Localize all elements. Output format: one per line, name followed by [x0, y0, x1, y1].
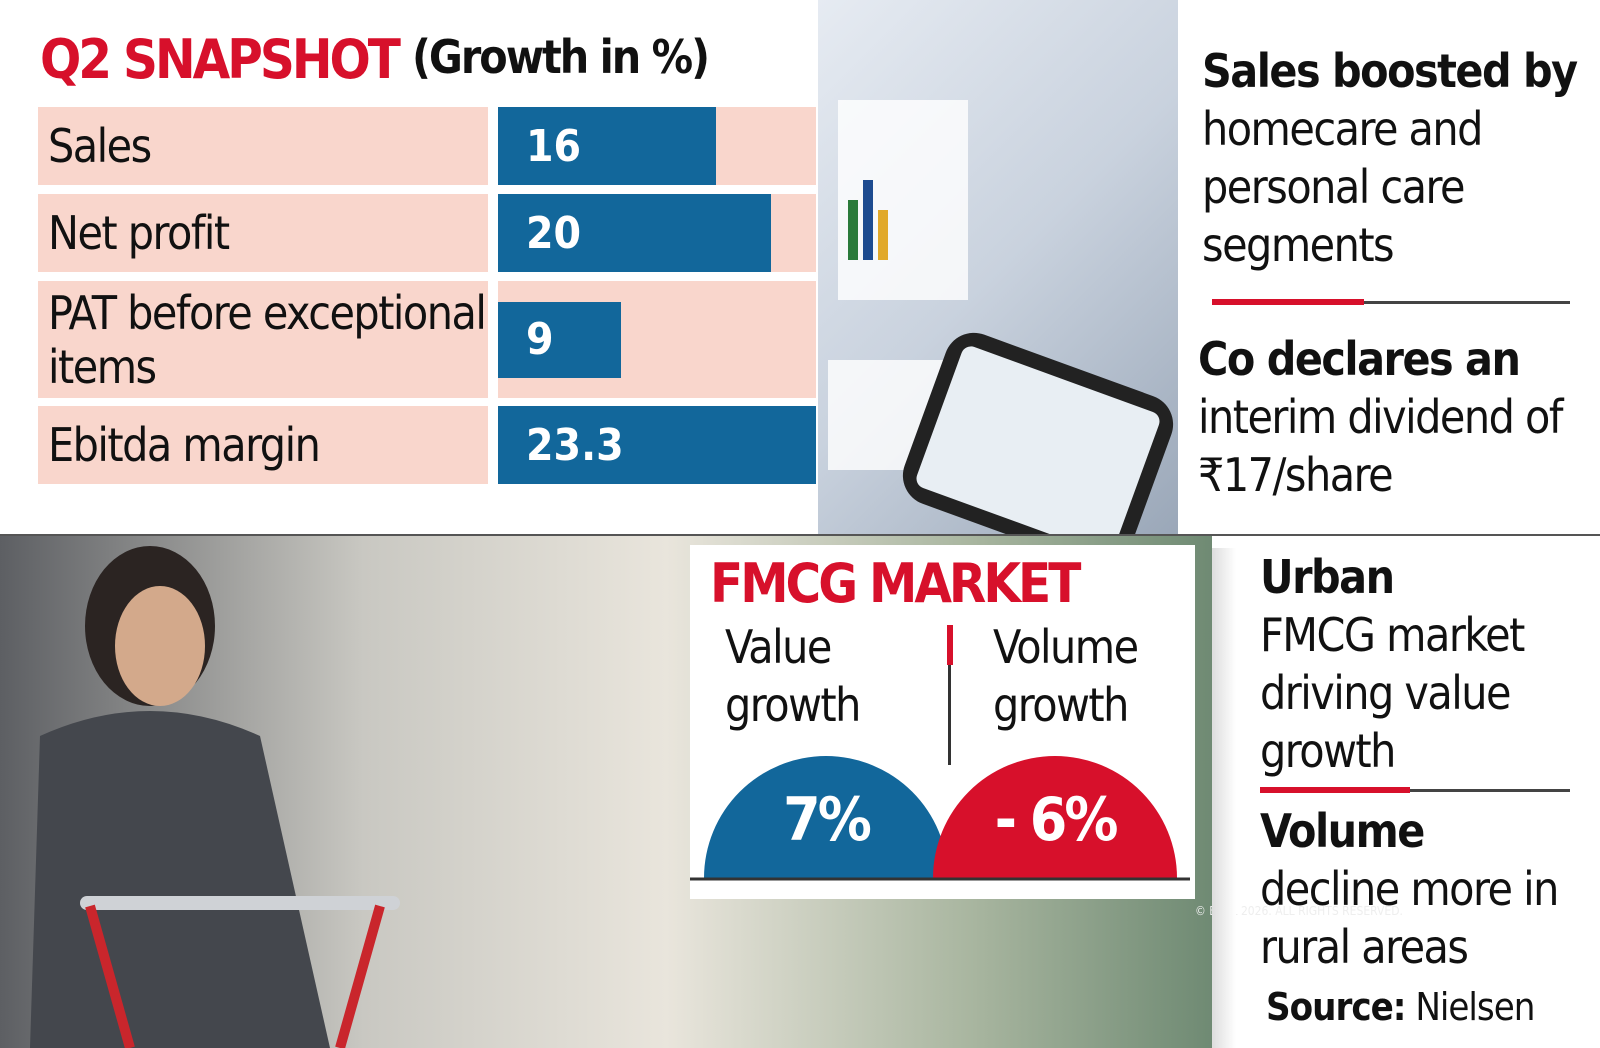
note: Volume decline more in rural areas — [1260, 802, 1600, 976]
fmcg-title: FMCG MARKET — [710, 552, 1081, 615]
copyright: © BCCL 2026. ALL RIGHTS RESERVED. — [1195, 904, 1403, 918]
fmcg-label: Value growth — [725, 620, 861, 732]
category-label: Ebitda margin — [38, 406, 488, 484]
category-label: Net profit — [38, 194, 488, 272]
growth-semicircle — [704, 756, 948, 878]
photo-decoration — [828, 100, 1174, 536]
divider-accent — [1260, 787, 1410, 793]
source-text: Nielsen — [1415, 985, 1535, 1029]
chart-subtitle: (Growth in %) — [412, 30, 710, 84]
bar: 23.3 — [498, 406, 816, 484]
growth-label: 7% — [783, 785, 871, 855]
note-text: homecare and personal care segments — [1202, 102, 1483, 272]
fmcg-chart: 7% - 6% — [690, 756, 1190, 881]
divider — [1212, 301, 1570, 304]
chart-title: Q2 SNAPSHOT — [40, 28, 401, 91]
growth-label: - 6% — [995, 785, 1118, 855]
divider-accent — [1212, 299, 1364, 305]
note-text: interim dividend of ₹17/share — [1198, 390, 1563, 502]
fmcg-separator — [948, 625, 951, 765]
note: Co declares an interim dividend of ₹17/sh… — [1198, 330, 1598, 504]
bar: 20 — [498, 194, 771, 272]
note-heading: Co declares an — [1198, 332, 1521, 386]
section-divider — [0, 534, 1600, 536]
category-label: Sales — [38, 107, 488, 185]
note: Urban FMCG market driving value growth — [1260, 548, 1600, 780]
note-heading: Sales boosted by — [1202, 44, 1578, 98]
source-label: Source: — [1266, 985, 1406, 1029]
fmcg-label: Volume growth — [993, 620, 1139, 732]
bar: 9 — [498, 301, 621, 378]
growth-semicircle — [933, 756, 1177, 878]
category-label: PAT before exceptional items — [38, 281, 488, 398]
photo-shopper — [30, 546, 400, 1048]
note-heading: Urban — [1260, 550, 1395, 604]
note: Sales boosted by homecare and personal ca… — [1202, 42, 1592, 274]
panel-shade — [1212, 548, 1236, 1048]
note-text: FMCG market driving value growth — [1260, 608, 1525, 778]
fmcg-separator-accent — [947, 625, 953, 665]
divider — [1260, 789, 1570, 792]
note-text: decline more in rural areas — [1260, 862, 1559, 974]
note-heading: Volume — [1260, 804, 1425, 858]
bar: 16 — [498, 107, 717, 185]
source: Source: Nielsen — [1266, 985, 1535, 1029]
